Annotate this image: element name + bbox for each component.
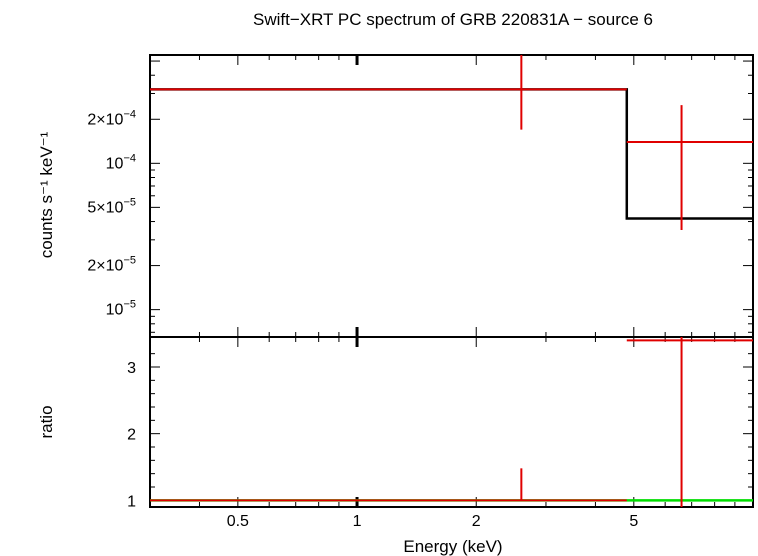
y-tick-label-spectrum: 5×10−5 <box>87 196 136 216</box>
x-tick-label: 1 <box>353 513 362 530</box>
spectrum-panel-frame <box>149 54 754 338</box>
x-tick-label: 2 <box>472 513 481 530</box>
axis-ticks <box>149 55 753 507</box>
y-tick-label-spectrum: 2×10−4 <box>87 108 136 128</box>
y-axis-label-ratio: ratio <box>37 405 56 438</box>
y-tick-label-ratio: 2 <box>127 427 136 444</box>
chart-title: Swift−XRT PC spectrum of GRB 220831A − s… <box>253 10 653 29</box>
y-axis-label-spectrum: counts s⁻¹ keV⁻¹ <box>37 131 56 258</box>
data-marks <box>150 55 753 507</box>
x-axis-label: Energy (keV) <box>403 537 502 556</box>
panel-frames <box>149 54 754 508</box>
y-tick-label-ratio: 3 <box>127 360 136 377</box>
y-tick-label-ratio: 1 <box>127 493 136 510</box>
y-tick-label-spectrum: 2×10−5 <box>87 255 136 275</box>
tick-labels: 0.5 1 2 5 2×10−4 10−4 5×10−5 2×10−5 10−5 1 2 3 <box>87 108 638 530</box>
ratio-panel-frame <box>149 336 754 508</box>
y-tick-label-spectrum: 10−4 <box>106 152 136 172</box>
x-tick-label: 0.5 <box>227 513 249 530</box>
model-step-line <box>150 88 753 220</box>
x-tick-label: 5 <box>629 513 638 530</box>
y-tick-label-spectrum: 10−5 <box>106 299 136 319</box>
